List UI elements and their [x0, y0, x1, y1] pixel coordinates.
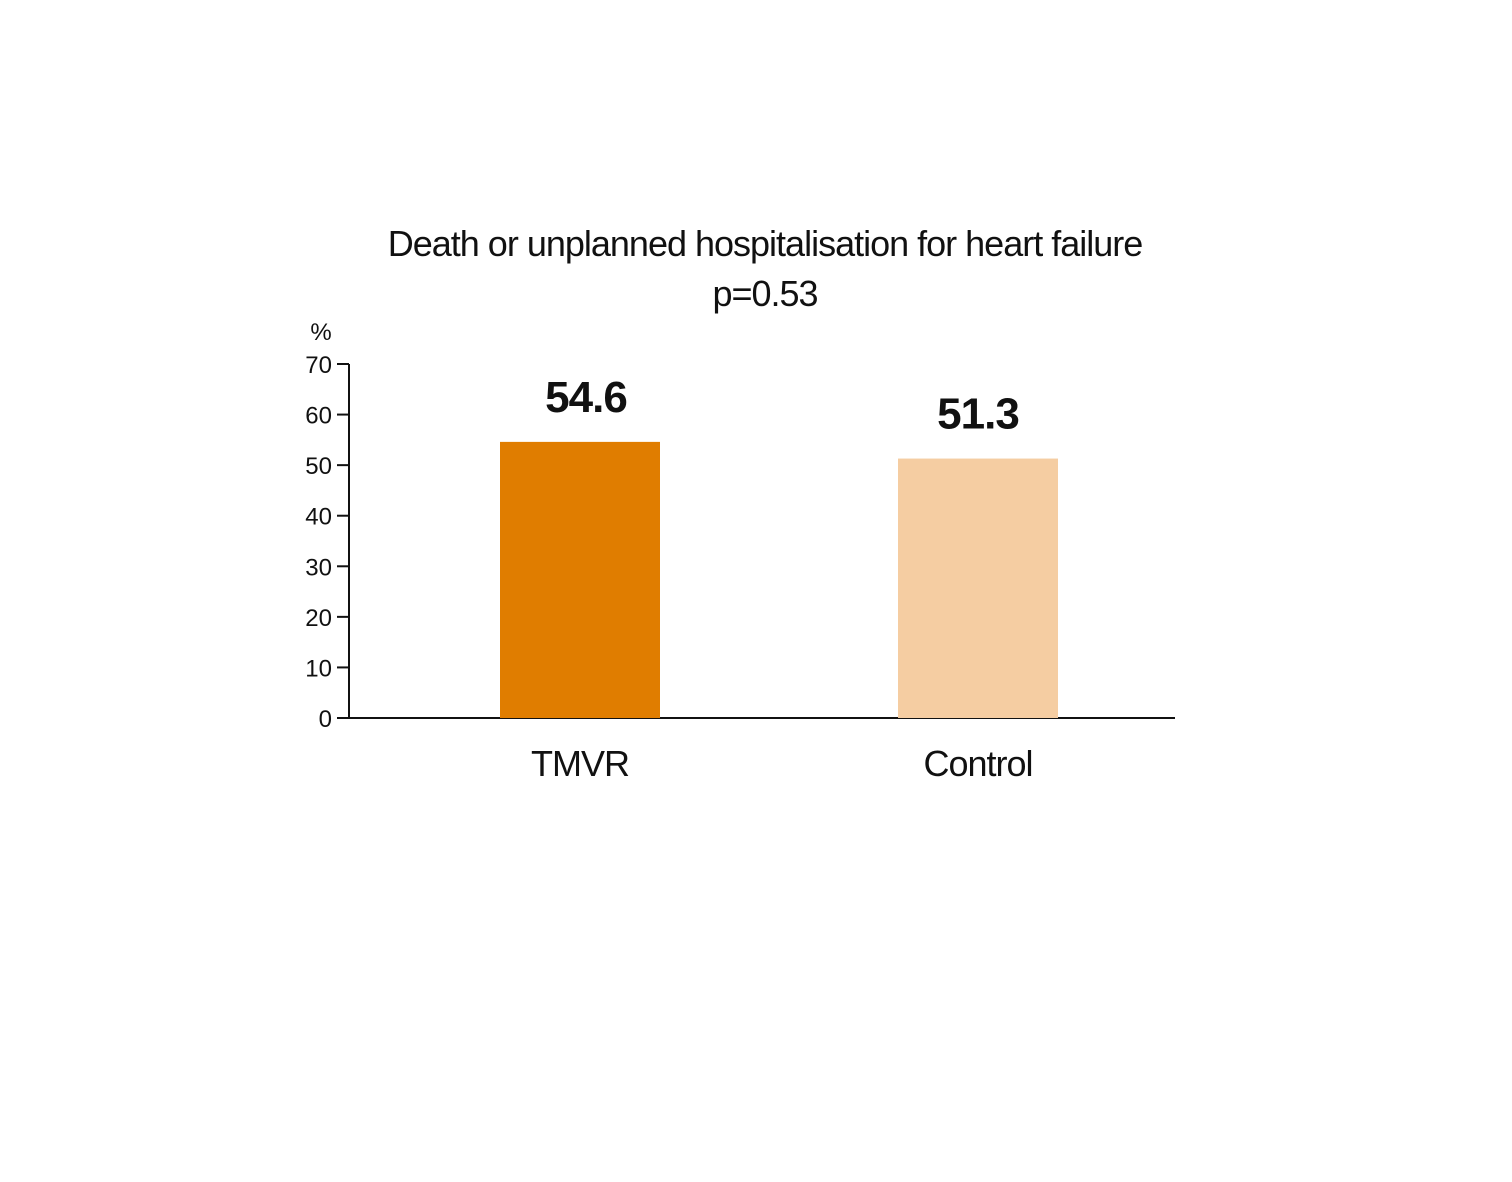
- y-axis-unit-label: %: [310, 319, 331, 346]
- category-label-control: Control: [923, 743, 1032, 784]
- bars-group: [500, 441, 1058, 718]
- bar-control: [898, 458, 1058, 718]
- y-tick-label: 60: [305, 403, 332, 430]
- chart-subtitle-p-value: p=0.53: [712, 273, 817, 314]
- category-label-tmvr: TMVR: [531, 743, 629, 784]
- bar-tmvr: [500, 441, 660, 718]
- value-label-tmvr: 54.6: [545, 373, 627, 422]
- y-tick-label: 30: [305, 554, 332, 581]
- y-tick-label: 20: [305, 605, 332, 632]
- y-tick-label: 70: [305, 352, 332, 379]
- y-tick-label: 40: [305, 504, 332, 531]
- y-tick-label: 0: [319, 706, 332, 733]
- value-labels-group: 54.6 51.3: [545, 373, 1020, 439]
- category-labels-group: TMVR Control: [531, 743, 1034, 784]
- value-label-control: 51.3: [937, 390, 1019, 439]
- y-axis-ticks: 0 10 20 30 40 50 60 70: [305, 352, 349, 733]
- y-tick-label: 50: [305, 453, 332, 480]
- chart-title: Death or unplanned hospitalisation for h…: [388, 223, 1143, 264]
- y-tick-label: 10: [305, 655, 332, 682]
